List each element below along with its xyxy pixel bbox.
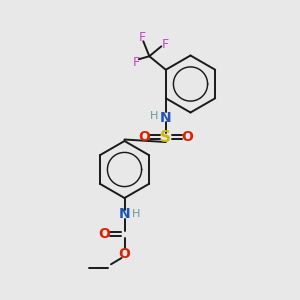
Text: N: N <box>119 208 130 221</box>
Text: S: S <box>160 130 171 145</box>
Text: N: N <box>160 111 172 125</box>
Text: F: F <box>138 31 146 44</box>
Text: O: O <box>98 227 110 241</box>
Text: H: H <box>150 111 158 121</box>
Text: O: O <box>118 247 130 260</box>
Text: O: O <box>138 130 150 144</box>
Text: O: O <box>182 130 194 144</box>
Text: F: F <box>132 56 140 69</box>
Text: F: F <box>161 38 169 51</box>
Text: H: H <box>132 209 140 219</box>
